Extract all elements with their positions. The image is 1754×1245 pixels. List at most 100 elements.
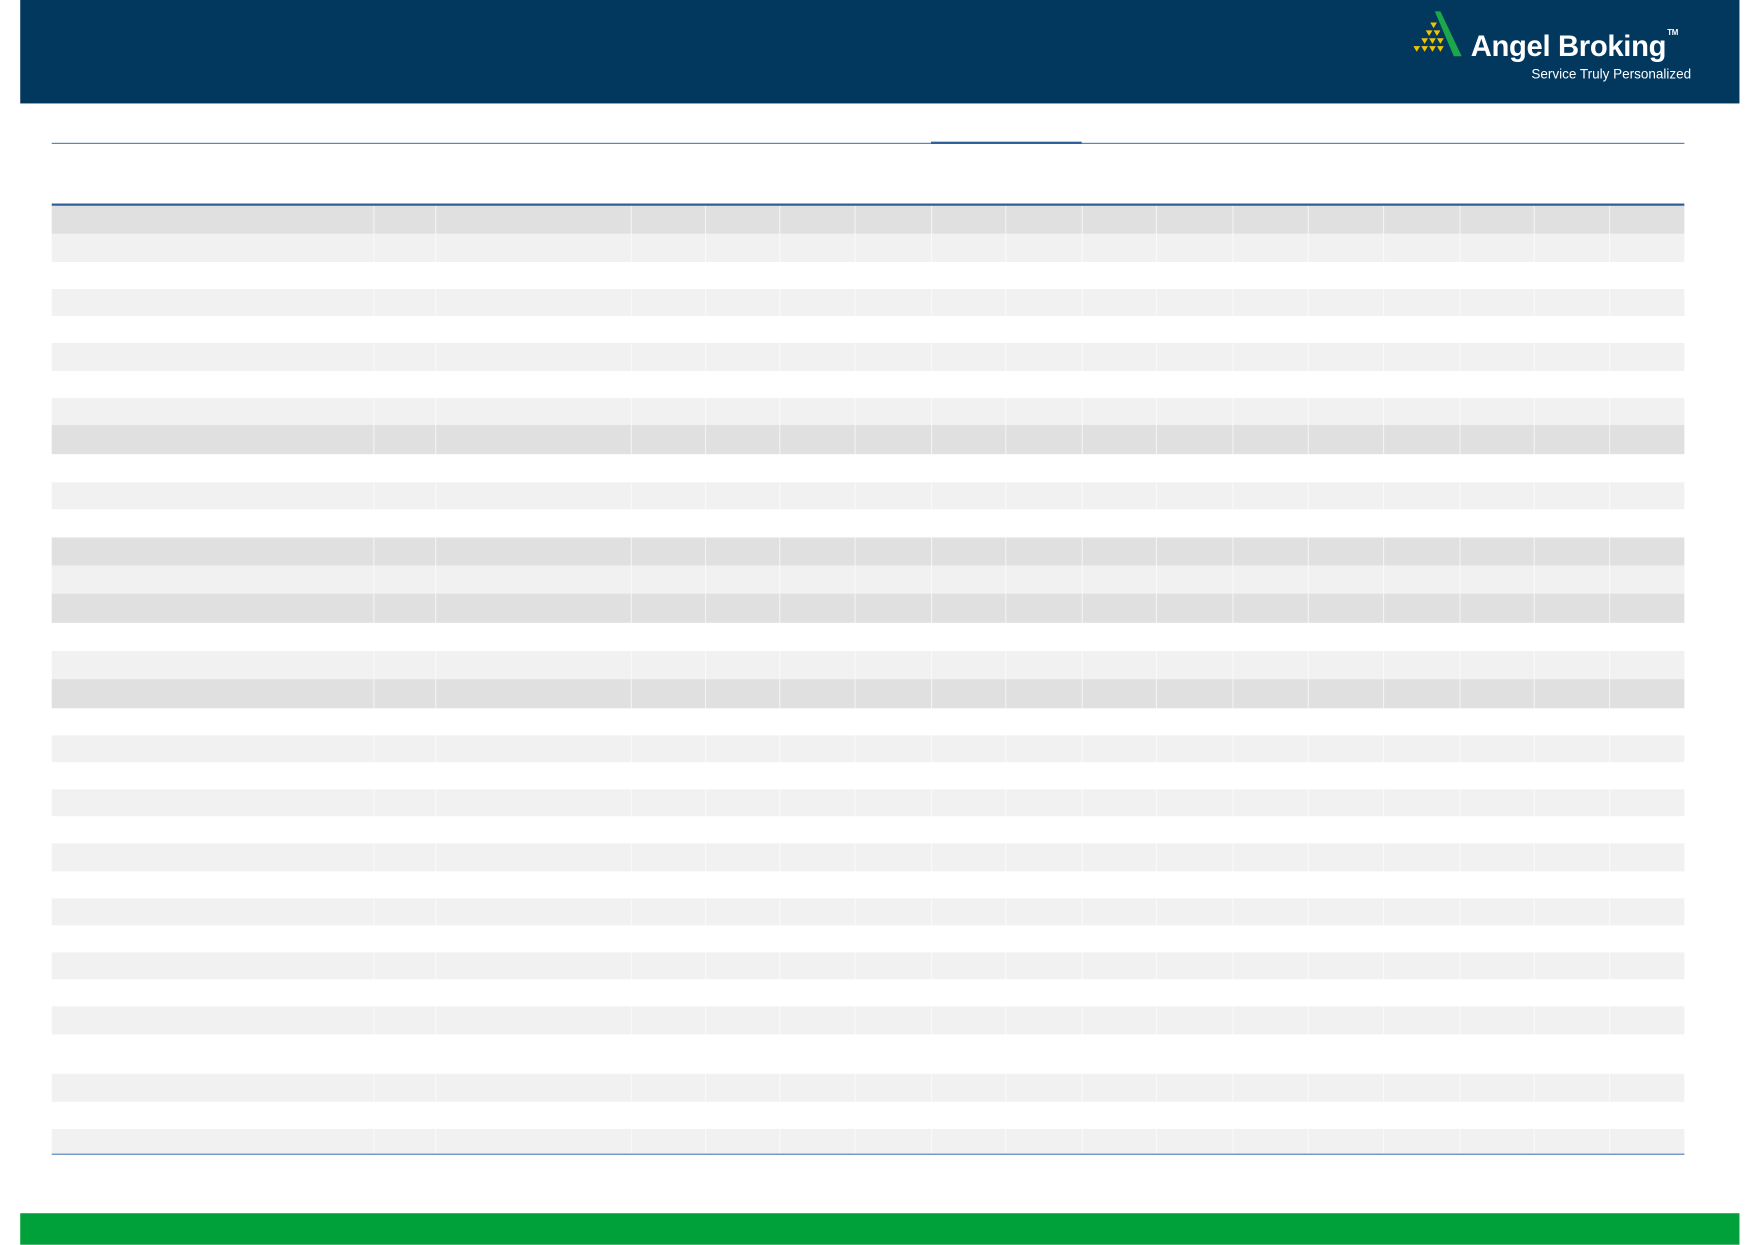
table-cell xyxy=(1609,565,1684,594)
table-cell xyxy=(779,1006,854,1035)
table-cell xyxy=(1155,1034,1232,1074)
table-cell xyxy=(630,342,705,372)
table-cell xyxy=(1005,565,1081,594)
table-cell xyxy=(1459,1006,1533,1035)
table-cell xyxy=(854,233,931,262)
table-cell xyxy=(704,1073,779,1102)
table-cell xyxy=(1307,871,1383,899)
table-cell xyxy=(931,482,1005,510)
header-cell xyxy=(1232,205,1307,234)
table-cell xyxy=(1081,952,1156,980)
table-cell xyxy=(1533,1006,1609,1035)
table-cell xyxy=(1005,952,1081,980)
table-cell xyxy=(1383,233,1459,262)
table-cell xyxy=(1081,233,1156,262)
table-cell xyxy=(1005,371,1081,399)
table-cell xyxy=(52,623,374,651)
table-cell xyxy=(1232,1128,1307,1154)
table-cell xyxy=(854,979,931,1007)
table-cell xyxy=(1232,288,1307,316)
table-cell xyxy=(1155,679,1232,709)
table-row xyxy=(51,537,1685,566)
table-cell xyxy=(1155,925,1232,953)
footer-bar xyxy=(20,1213,1740,1245)
table-cell xyxy=(779,537,854,566)
table-cell xyxy=(1383,622,1459,652)
table-cell xyxy=(1307,735,1383,763)
table-cell xyxy=(1533,593,1609,623)
table-cell xyxy=(52,979,374,1006)
title-rule xyxy=(51,142,1685,144)
table-cell xyxy=(52,816,374,843)
table-cell xyxy=(1609,925,1684,953)
table-cell xyxy=(1609,1128,1684,1154)
table-cell xyxy=(373,979,435,1007)
table-cell xyxy=(52,1102,374,1129)
table-cell xyxy=(1155,509,1232,538)
table-cell xyxy=(854,843,931,872)
table-cell xyxy=(1307,622,1383,652)
table-cell xyxy=(704,371,779,399)
table-cell xyxy=(854,371,931,399)
table-cell xyxy=(779,925,854,953)
table-cell xyxy=(1155,593,1232,623)
table-cell xyxy=(1081,565,1156,594)
table-cell xyxy=(1155,898,1232,926)
table-cell xyxy=(1232,261,1307,289)
table-row xyxy=(51,979,1685,1007)
table-cell xyxy=(1232,816,1307,844)
table-cell xyxy=(373,593,435,623)
table-cell xyxy=(931,651,1005,680)
table-cell xyxy=(854,871,931,899)
table-cell xyxy=(1533,425,1609,455)
table-cell xyxy=(854,1006,931,1035)
table-cell xyxy=(630,261,705,289)
table-row xyxy=(51,898,1685,926)
table-cell xyxy=(1155,708,1232,736)
table-cell xyxy=(779,708,854,736)
table-cell xyxy=(1459,1073,1533,1102)
table-row xyxy=(51,371,1685,399)
table-cell xyxy=(779,843,854,872)
table-cell xyxy=(1459,651,1533,680)
table-cell xyxy=(52,762,374,789)
table-cell xyxy=(1459,1128,1533,1154)
table-cell xyxy=(373,843,435,872)
table-cell xyxy=(52,1074,374,1102)
table-cell xyxy=(1232,509,1307,538)
table-cell xyxy=(779,735,854,763)
table-cell xyxy=(1459,898,1533,926)
header-cell xyxy=(630,205,705,234)
table-header-row xyxy=(51,205,1685,234)
table-cell xyxy=(931,1034,1005,1074)
table-cell xyxy=(854,593,931,623)
table-cell xyxy=(931,622,1005,652)
table-cell xyxy=(52,482,374,509)
table-cell xyxy=(52,679,374,708)
table-row xyxy=(51,425,1685,455)
table-cell xyxy=(704,537,779,566)
table-cell xyxy=(931,708,1005,736)
table-cell xyxy=(1081,816,1156,844)
table-cell xyxy=(779,1073,854,1102)
table-cell xyxy=(854,679,931,709)
table-cell xyxy=(1533,565,1609,594)
table-cell xyxy=(1005,509,1081,538)
table-cell xyxy=(1232,398,1307,426)
table-cell xyxy=(704,651,779,680)
table-cell xyxy=(779,482,854,510)
table-cell xyxy=(435,708,631,736)
trademark: TM xyxy=(1667,29,1678,38)
table-cell xyxy=(1459,565,1533,594)
table-cell xyxy=(931,398,1005,426)
table-cell xyxy=(1383,979,1459,1007)
table-cell xyxy=(704,1101,779,1129)
table-cell xyxy=(931,1128,1005,1154)
table-cell xyxy=(1383,288,1459,316)
table-cell xyxy=(854,708,931,736)
table-cell xyxy=(779,979,854,1007)
table-cell xyxy=(1533,898,1609,926)
table-cell xyxy=(630,898,705,926)
table-cell xyxy=(1383,925,1459,953)
table-cell xyxy=(931,1006,1005,1035)
